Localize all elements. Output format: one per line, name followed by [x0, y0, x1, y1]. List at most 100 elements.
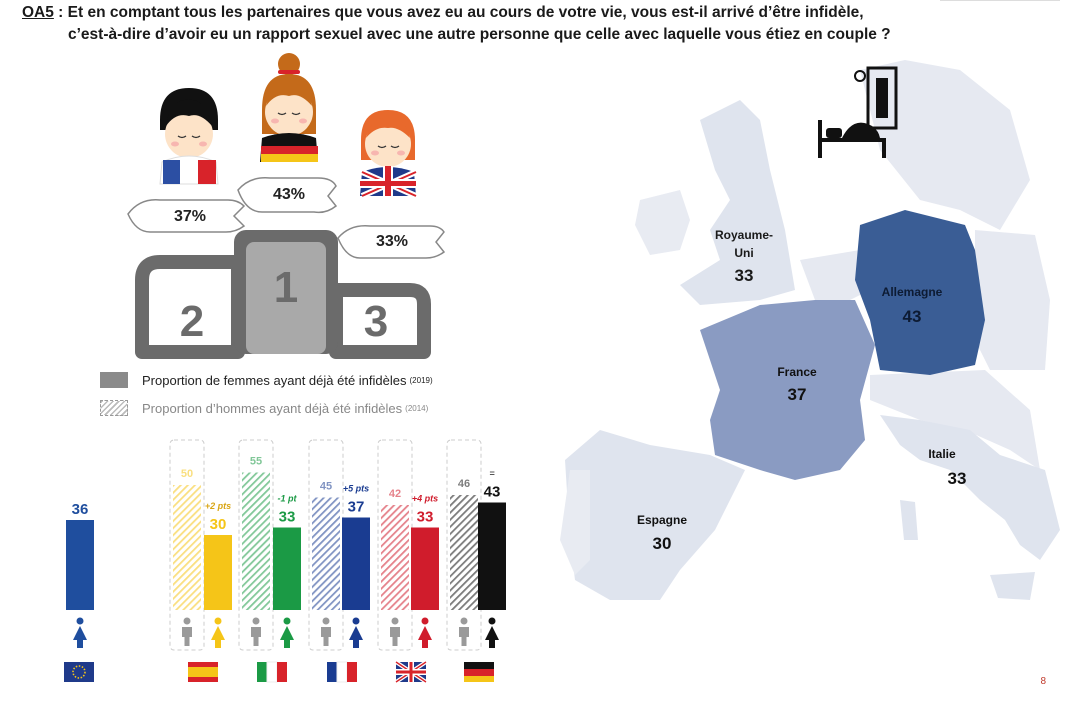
- podium-rank-1: 1: [274, 263, 298, 312]
- flag-de-red-icon: [464, 669, 494, 676]
- legend-men: Proportion d’hommes ayant déjà été infid…: [100, 400, 428, 416]
- change-label-allemagne: =: [489, 469, 495, 479]
- header-rule: [940, 0, 1060, 4]
- women-bar-italie: [273, 527, 301, 610]
- uk-region: [680, 100, 795, 305]
- women-bar-royaume-uni: [411, 527, 439, 610]
- page-number: 8: [1040, 676, 1046, 687]
- spain-region: [565, 430, 745, 600]
- benelux-region: [800, 250, 870, 300]
- male-icon-allemagne: [460, 617, 468, 625]
- male-body-icon-france: [321, 627, 331, 646]
- legend-women-label: Proportion de femmes ayant déjà été infi…: [142, 372, 407, 388]
- male-body-icon-italie: [251, 627, 261, 646]
- map-label-es: Espagne: [637, 513, 687, 527]
- female-body-icon-france: [349, 626, 363, 648]
- map-label-uk-line2: Uni: [734, 246, 753, 260]
- podium-second-value: 37%: [174, 208, 206, 225]
- podium-rank-2: 2: [180, 297, 204, 346]
- germany-region: [855, 210, 985, 375]
- flag-eu-stars-icon: [72, 665, 86, 679]
- banner-third: [337, 225, 446, 259]
- podium-third-value: 33%: [376, 233, 408, 250]
- men-bar-france: [312, 497, 340, 610]
- map-value-it: 33: [948, 469, 967, 488]
- map-value-fr: 37: [788, 385, 807, 404]
- question-line-2: c’est-à-dire d’avoir eu un rapport sexue…: [68, 26, 891, 43]
- map-label-uk-line1: Royaume-: [715, 228, 773, 242]
- france-character-icon: [159, 88, 219, 185]
- germany-character-icon: [260, 53, 318, 162]
- podium-rank-3: 3: [364, 297, 388, 346]
- women-value-italie: 33: [279, 509, 296, 526]
- map-label-it: Italie: [928, 447, 956, 461]
- women-value-espagne: 30: [210, 516, 227, 533]
- sicily-region: [990, 572, 1035, 600]
- male-icon-espagne: [183, 617, 191, 625]
- flag-eu-icon: [64, 662, 94, 682]
- flag-fr-white-icon: [336, 661, 348, 683]
- flag-it-red-icon: [277, 662, 287, 682]
- male-body-icon-allemagne: [459, 627, 469, 646]
- sardinia-region: [900, 500, 918, 540]
- legend-women-swatch: [100, 372, 128, 388]
- legend-women: Proportion de femmes ayant déjà été infi…: [100, 372, 433, 388]
- map-value-es: 30: [653, 534, 672, 553]
- map-label-fr: France: [777, 365, 817, 379]
- change-label-espagne: +2 pts: [205, 501, 231, 511]
- map-label-de: Allemagne: [882, 285, 943, 299]
- legend-men-swatch: [100, 400, 128, 416]
- male-icon-france: [322, 617, 330, 625]
- female-body-icon-ue: [73, 626, 87, 648]
- banner-second: [127, 199, 246, 233]
- men-bar-royaume-uni: [381, 505, 409, 610]
- men-value-france: 45: [320, 481, 332, 493]
- men-value-espagne: 50: [181, 468, 193, 480]
- podium: [135, 230, 431, 359]
- women-value-ue: 36: [72, 501, 89, 518]
- portugal-region: [560, 470, 590, 575]
- women-value-allemagne: 43: [484, 484, 501, 501]
- male-icon-royaume-uni: [391, 617, 399, 625]
- men-value-allemagne: 46: [458, 478, 470, 490]
- flag-it-white-icon: [266, 661, 278, 683]
- women-value-royaume-uni: 33: [417, 509, 434, 526]
- central-europe-region: [870, 370, 1040, 470]
- men-bar-espagne: [173, 485, 201, 610]
- female-icon-allemagne: [488, 617, 496, 625]
- banner-first: [237, 177, 338, 214]
- flag-uk-hr-icon: [396, 670, 426, 674]
- men-bar-allemagne: [450, 495, 478, 610]
- question-code: OA5: [22, 4, 54, 21]
- female-icon-ue: [76, 617, 84, 625]
- map-value-uk: 33: [735, 266, 754, 285]
- bar-chart: 36 50 30 +2 pts 55 33 -1 pt 45 37 +5 pts 42 33 +4 pt…: [64, 439, 506, 684]
- bedroom-infidelity-icon: [818, 66, 898, 158]
- flag-de-icon: [464, 662, 494, 669]
- change-label-italie: -1 pt: [278, 494, 298, 504]
- female-body-icon-espagne: [211, 626, 225, 648]
- legend-men-label: Proportion d’hommes ayant déjà été infid…: [142, 400, 403, 416]
- flag-it-icon: [257, 662, 267, 682]
- change-label-royaume-uni: +4 pts: [412, 494, 438, 504]
- female-body-icon-royaume-uni: [418, 626, 432, 648]
- question-title: OA5 : Et en comptant tous les partenaire…: [22, 2, 1022, 46]
- poland-region: [975, 230, 1050, 370]
- france-region: [700, 300, 875, 480]
- men-bar-italie: [242, 472, 270, 610]
- female-body-icon-allemagne: [485, 626, 499, 648]
- male-body-icon-royaume-uni: [390, 627, 400, 646]
- legend-men-year: (2014): [405, 403, 429, 413]
- men-value-royaume-uni: 42: [389, 488, 401, 500]
- women-bar-ue: [66, 520, 94, 610]
- female-icon-espagne: [214, 617, 222, 625]
- flag-fr-red-icon: [347, 662, 357, 682]
- question-line-1: : Et en comptant tous les partenaires qu…: [53, 4, 864, 21]
- flag-es-band-icon: [188, 667, 218, 677]
- female-icon-france: [352, 617, 360, 625]
- men-value-italie: 55: [250, 456, 262, 468]
- male-icon-italie: [252, 617, 260, 625]
- women-bar-allemagne: [478, 502, 506, 610]
- scandinavia-region: [860, 60, 1030, 230]
